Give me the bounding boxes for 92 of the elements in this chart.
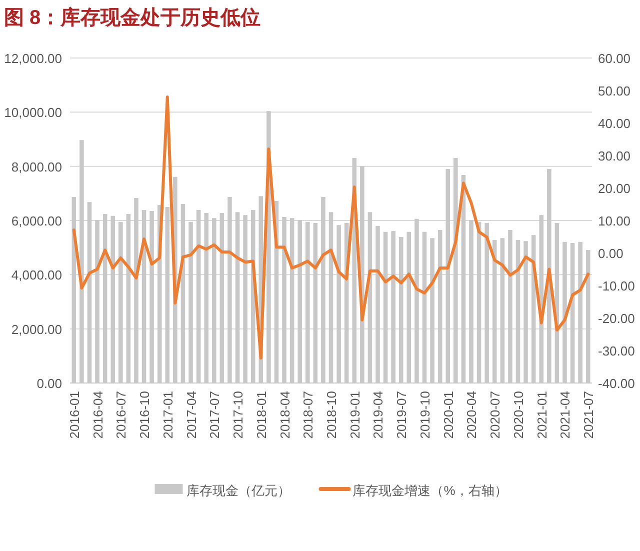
y-tick-label: 4,000.00 bbox=[11, 268, 62, 283]
x-tick-label: 2021-07 bbox=[581, 391, 596, 439]
bar bbox=[547, 169, 552, 383]
bar bbox=[126, 214, 131, 383]
bar bbox=[500, 238, 505, 383]
y-tick-label: 0.00 bbox=[36, 376, 62, 391]
x-tick-label: 2018-10 bbox=[324, 391, 339, 439]
y-tick-label: 8,000.00 bbox=[11, 159, 62, 174]
bar bbox=[586, 250, 590, 383]
bar bbox=[438, 230, 442, 383]
y2-tick-label: -10.00 bbox=[598, 278, 635, 294]
bar bbox=[492, 240, 497, 383]
bar bbox=[80, 140, 84, 383]
x-tick-label: 2019-04 bbox=[370, 391, 386, 439]
bar bbox=[134, 198, 138, 383]
bar bbox=[188, 222, 193, 383]
bar bbox=[406, 232, 412, 383]
bar bbox=[454, 158, 458, 383]
x-tick-label: 2016-01 bbox=[66, 391, 82, 439]
bar bbox=[282, 216, 286, 383]
y2-tick-label: 0.00 bbox=[598, 246, 624, 261]
bar bbox=[422, 232, 427, 383]
bar bbox=[321, 196, 326, 383]
bar bbox=[204, 212, 208, 383]
x-tick-label: 2017-04 bbox=[184, 391, 199, 439]
x-tick-label: 2018-04 bbox=[277, 391, 292, 439]
y-tick-label: 12,000.00 bbox=[4, 51, 62, 66]
x-tick-label: 2020-07 bbox=[488, 391, 503, 439]
bar bbox=[165, 206, 170, 383]
bar bbox=[118, 222, 123, 383]
bar bbox=[220, 212, 224, 383]
bar bbox=[212, 218, 216, 383]
y2-tick-label: -40.00 bbox=[598, 376, 635, 391]
bar bbox=[87, 202, 92, 383]
bar bbox=[376, 226, 380, 383]
y2-tick-label: 40.00 bbox=[598, 116, 631, 131]
x-tick-label: 2016-10 bbox=[137, 391, 152, 439]
y2-tick-label: 60.00 bbox=[598, 51, 631, 66]
y2-tick-label: 30.00 bbox=[598, 148, 631, 164]
x-tick-label: 2020-01 bbox=[440, 391, 456, 439]
y-tick-label: 2,000.00 bbox=[11, 322, 62, 337]
x-tick-label: 2016-07 bbox=[114, 391, 129, 439]
bar bbox=[398, 237, 404, 383]
x-tick-label: 2019-01 bbox=[347, 391, 362, 439]
y2-tick-label: 50.00 bbox=[598, 84, 631, 98]
legend-label: 库存现金增速（%，右轴） bbox=[352, 483, 508, 498]
bar bbox=[516, 240, 520, 383]
legend-label: 库存现金（亿元） bbox=[186, 483, 291, 498]
bar bbox=[391, 231, 396, 383]
bar bbox=[336, 225, 341, 383]
x-tick-label: 2019-07 bbox=[394, 391, 410, 439]
y2-tick-label: 10.00 bbox=[598, 214, 631, 228]
x-tick-label: 2016-04 bbox=[90, 391, 106, 439]
x-tick-label: 2020-10 bbox=[510, 391, 526, 439]
x-tick-label: 2019-10 bbox=[417, 391, 432, 439]
x-tick-label: 2017-01 bbox=[160, 391, 176, 439]
bar bbox=[235, 212, 240, 383]
bar bbox=[446, 169, 450, 383]
chart-title: 图 8：库存现金处于历史低位 bbox=[4, 6, 261, 29]
bar bbox=[298, 220, 302, 383]
bar bbox=[95, 220, 100, 383]
line-series bbox=[72, 96, 590, 360]
x-tick-label: 2021-01 bbox=[534, 391, 550, 439]
bar bbox=[313, 222, 318, 383]
x-tick-label: 2018-01 bbox=[254, 391, 269, 439]
bar bbox=[578, 242, 582, 383]
x-tick-label: 2017-07 bbox=[207, 391, 222, 439]
bar bbox=[524, 241, 528, 383]
bar bbox=[562, 242, 567, 383]
bar bbox=[110, 216, 115, 383]
y-tick-label: 6,000.00 bbox=[11, 214, 62, 228]
bar bbox=[430, 238, 434, 383]
bar bbox=[196, 210, 201, 383]
y2-tick-label: -20.00 bbox=[598, 311, 635, 326]
x-tick-label: 2020-04 bbox=[464, 391, 480, 439]
bar bbox=[150, 211, 154, 383]
y2-tick-label: -30.00 bbox=[598, 344, 635, 358]
bar bbox=[414, 218, 419, 383]
y2-tick-label: 20.00 bbox=[598, 181, 631, 196]
bar bbox=[508, 230, 512, 383]
bar bbox=[383, 232, 388, 383]
x-tick-label: 2021-04 bbox=[558, 391, 573, 439]
bar bbox=[290, 218, 294, 383]
bar bbox=[484, 222, 489, 383]
x-tick-label: 2017-10 bbox=[230, 391, 246, 439]
bar bbox=[305, 222, 310, 383]
bar bbox=[469, 220, 474, 383]
y-tick-label: 10,000.00 bbox=[4, 105, 62, 120]
bar bbox=[228, 196, 232, 383]
x-tick-label: 2018-07 bbox=[300, 391, 316, 439]
bar bbox=[243, 215, 248, 383]
bar bbox=[328, 212, 334, 383]
